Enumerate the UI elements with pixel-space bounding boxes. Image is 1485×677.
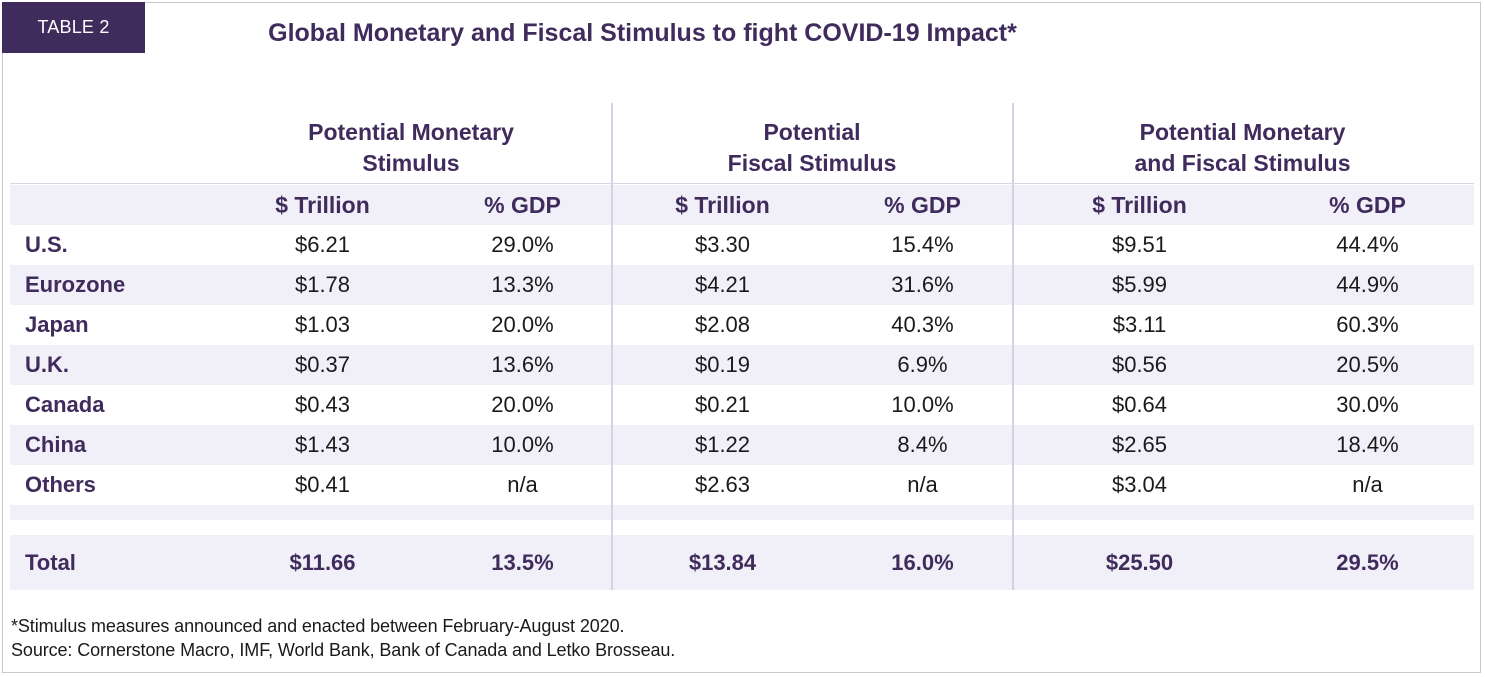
group-header-line: Potential Monetary [308,119,514,145]
table-row: U.K. $0.37 13.6% $0.19 6.9% $0.56 20.5% [10,345,1474,385]
table-row: Others $0.41 n/a $2.63 n/a $3.04 n/a [10,465,1474,505]
table-cell: 15.4% [891,232,954,257]
table-cell: 40.3% [891,312,954,337]
group-header-fiscal: Potential Fiscal Stimulus [632,116,992,180]
table-row: China $1.43 10.0% $1.22 8.4% $2.65 18.4% [10,425,1474,465]
table-cell: $0.37 [294,352,351,377]
table-cell: 8.4% [897,432,948,457]
table-cell: $3.11 [1112,312,1167,337]
table-cell: 29.5% [1336,550,1399,575]
table-cell: $5.99 [1111,272,1168,297]
row-label: Others [25,472,96,497]
table-cell: $0.21 [694,392,751,417]
table-cell: n/a [1352,472,1383,497]
table-cell: 30.0% [1336,392,1399,417]
table-tag: TABLE 2 [2,2,145,53]
row-label: U.K. [25,352,69,377]
row-label: Canada [25,392,105,417]
column-header: $ Trillion [675,192,770,218]
table-cell: 20.0% [491,392,554,417]
table-cell: $0.41 [294,472,351,497]
table-cell: $2.63 [694,472,751,497]
column-divider [611,103,613,590]
group-header-line: Stimulus [362,150,460,176]
table-cell: $0.19 [694,352,751,377]
table-cell: 10.0% [491,432,554,457]
group-header-line: Potential Monetary [1139,119,1346,145]
row-label: Japan [25,312,89,337]
table-row: U.S. $6.21 29.0% $3.30 15.4% $9.51 44.4% [10,225,1474,265]
table-cell: $4.21 [694,272,751,297]
column-header: % GDP [484,192,561,218]
table-cell: $1.22 [694,432,751,457]
source-note: Source: Cornerstone Macro, IMF, World Ba… [11,640,676,660]
table-cell: $2.65 [1111,432,1168,457]
table-cell: $3.04 [1111,472,1168,497]
group-header-line: Potential [763,119,861,145]
subheader-row: $ Trillion % GDP $ Trillion % GDP $ Tril… [10,185,1474,225]
group-header-combined: Potential Monetary and Fiscal Stimulus [1030,116,1455,180]
table-row: Eurozone $1.78 13.3% $4.21 31.6% $5.99 4… [10,265,1474,305]
table-cell: 31.6% [891,272,954,297]
table-cell: $6.21 [294,232,351,257]
table-cell: $3.30 [694,232,751,257]
table-cell: $9.51 [1111,232,1168,257]
column-header: $ Trillion [275,192,370,218]
table-cell: $1.78 [294,272,351,297]
total-row: Total $11.66 13.5% $13.84 16.0% $25.50 2… [10,535,1474,590]
group-header-monetary: Potential Monetary Stimulus [230,116,592,180]
table-cell: $1.43 [294,432,351,457]
table-cell: $0.43 [294,392,351,417]
table-row: Canada $0.43 20.0% $0.21 10.0% $0.64 30.… [10,385,1474,425]
table-cell: 16.0% [891,550,954,575]
table-cell: n/a [507,472,538,497]
table-cell: $2.08 [694,312,751,337]
table-cell: 60.3% [1336,312,1399,337]
table-title: Global Monetary and Fiscal Stimulus to f… [268,19,1017,47]
table-cell: $1.03 [294,312,351,337]
table-cell: 13.5% [491,550,554,575]
column-divider [1012,103,1014,590]
table-cell: 6.9% [897,352,948,377]
table-cell: $13.84 [688,550,757,575]
column-header: $ Trillion [1092,192,1187,218]
column-header: % GDP [1329,192,1406,218]
table-cell: 44.4% [1336,232,1399,257]
row-label: Total [25,550,76,575]
row-label: U.S. [25,232,68,257]
table-row: Japan $1.03 20.0% $2.08 40.3% $3.11 60.3… [10,305,1474,345]
table-cell: 44.9% [1336,272,1399,297]
table-cell: 20.5% [1336,352,1399,377]
table-cell: $0.64 [1111,392,1168,417]
table-cell: $25.50 [1105,550,1174,575]
table-cell: 10.0% [891,392,954,417]
spacer-row [10,505,1474,520]
table-cell: 20.0% [491,312,554,337]
table-cell: $0.56 [1111,352,1168,377]
footnote: *Stimulus measures announced and enacted… [11,616,625,636]
table-cell: 18.4% [1336,432,1399,457]
table-cell: $11.66 [289,550,356,575]
table-cell: 29.0% [491,232,554,257]
table-cell: n/a [907,472,938,497]
table-cell: 13.3% [491,272,554,297]
group-header-line: Fiscal Stimulus [727,150,897,176]
table-cell: 13.6% [491,352,554,377]
row-label: Eurozone [25,272,126,297]
header-divider [10,183,1474,184]
group-header-line: and Fiscal Stimulus [1134,150,1351,176]
column-header: % GDP [884,192,961,218]
row-label: China [25,432,87,457]
